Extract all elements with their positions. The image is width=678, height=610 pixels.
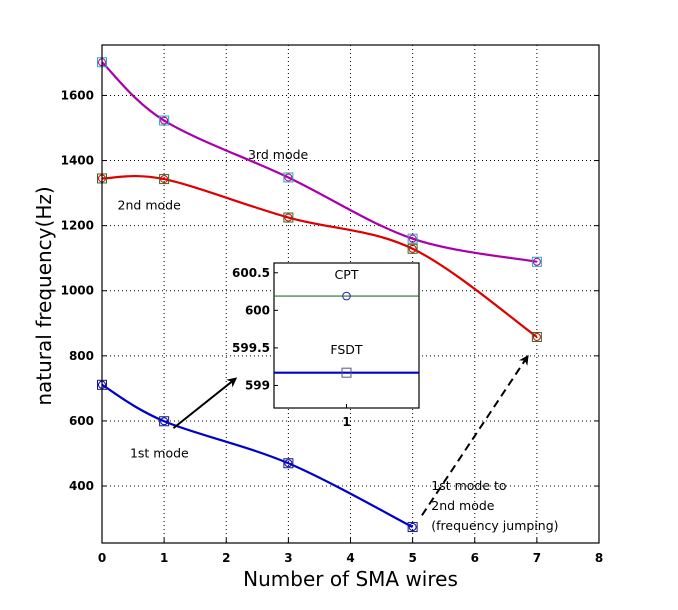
data-point-square-3rd-mode — [283, 172, 294, 183]
x-tick-label: 2 — [222, 551, 230, 565]
annotation-label: 2nd mode — [431, 498, 495, 513]
inset-zoom-plot: 599 599.5 600 600.5 1 CPT FSDT — [232, 262, 420, 429]
x-tick-label: 5 — [408, 551, 416, 565]
annotations: 3rd mode 2nd mode 1st mode 1st mode to 2nd m… — [118, 147, 559, 533]
y-tick-label: 1400 — [61, 154, 94, 168]
series-line-1st-mode — [101, 383, 414, 529]
arrows — [172, 354, 529, 516]
x-tick-label: 6 — [471, 551, 479, 565]
markers-layer — [97, 57, 542, 533]
inset-frame — [273, 262, 420, 409]
series-line-3rd-mode — [101, 61, 538, 263]
data-point-circle-3rd-mode — [284, 173, 293, 182]
inset-y-tick-label: 600 — [245, 303, 270, 317]
data-point-square-3rd-mode — [159, 115, 170, 126]
y-tick-label: 1200 — [61, 219, 94, 233]
data-point-square-3rd-mode — [531, 256, 542, 267]
x-tick-label: 1 — [160, 551, 168, 565]
series-layer — [101, 61, 538, 529]
data-point-square-2nd-mode — [159, 174, 170, 185]
annotation-label: 2nd mode — [118, 197, 182, 212]
data-point-square-1st-mode — [159, 416, 170, 427]
data-point-square-2nd-mode — [283, 212, 294, 223]
x-tick-label: 0 — [98, 551, 106, 565]
data-point-circle-2nd-mode — [408, 244, 417, 253]
y-tick-label: 1000 — [61, 284, 94, 298]
data-point-circle-2nd-mode — [532, 332, 541, 341]
data-point-circle-1st-mode — [284, 459, 293, 468]
y-tick-label: 400 — [69, 479, 94, 493]
inset-x-tick-label: 1 — [342, 415, 350, 429]
inset-pointer-arrow — [172, 377, 238, 429]
x-tick-label: 7 — [533, 551, 541, 565]
annotation-label: 1st mode to — [431, 478, 506, 493]
annotation-label: 1st mode — [130, 446, 189, 461]
inset-y-tick-label: 600.5 — [232, 266, 270, 280]
frequency-jump-arrow — [421, 354, 529, 516]
data-point-square-3rd-mode — [407, 233, 418, 244]
series-line-2nd-mode — [101, 174, 538, 338]
y-tick-label: 800 — [69, 349, 94, 363]
inset-marker-cpt — [342, 291, 351, 301]
data-point-circle-1st-mode — [408, 523, 417, 532]
data-point-circle-3rd-mode — [160, 116, 169, 125]
inset-y-tick-label: 599 — [245, 378, 270, 392]
inset-series-label: FSDT — [330, 342, 363, 357]
plot-frame — [101, 44, 600, 544]
data-point-circle-3rd-mode — [532, 257, 541, 266]
y-tick-labels: 400 600 800 1000 1200 1400 1600 — [61, 88, 94, 493]
y-tick-label: 600 — [69, 414, 94, 428]
data-point-circle-1st-mode — [160, 417, 169, 426]
annotation-label: (frequency jumping) — [431, 518, 558, 533]
data-point-square-1st-mode — [407, 522, 418, 533]
y-tick-label: 1600 — [61, 88, 94, 102]
data-point-circle-3rd-mode — [408, 234, 417, 243]
x-tick-labels: 0 1 2 3 4 5 6 7 8 — [98, 551, 603, 565]
annotation-label: 3rd mode — [248, 147, 309, 162]
x-tick-label: 4 — [346, 551, 354, 565]
y-axis-label: natural frequency(Hz) — [32, 186, 56, 405]
inset-series-label: CPT — [335, 267, 359, 282]
x-axis-label: Number of SMA wires — [243, 567, 458, 591]
data-point-circle-2nd-mode — [160, 175, 169, 184]
inset-y-tick-label: 599.5 — [232, 341, 270, 355]
data-point-square-2nd-mode — [407, 243, 418, 254]
data-point-square-2nd-mode — [531, 331, 542, 342]
x-tick-label: 8 — [595, 551, 603, 565]
x-tick-label: 3 — [284, 551, 292, 565]
data-point-square-1st-mode — [283, 458, 294, 469]
inset-marker-fsdt — [341, 367, 352, 378]
data-point-circle-2nd-mode — [284, 213, 293, 222]
